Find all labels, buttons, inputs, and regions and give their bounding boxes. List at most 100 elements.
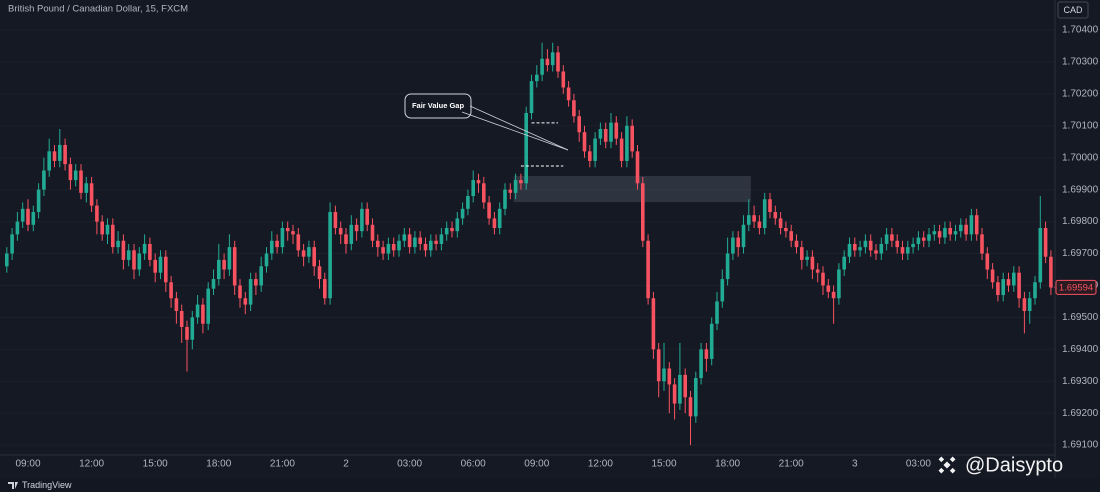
candle-body [270,240,274,254]
candle-body [158,256,163,273]
x-tick-label: 3 [852,459,858,470]
candle-body [227,247,232,270]
x-tick-label: 09:00 [15,459,40,470]
candle-body [794,240,799,248]
candle-body [752,215,756,222]
candle-body [47,151,51,171]
candle-body [937,231,942,238]
y-tick-label: 1.69700 [1062,248,1099,259]
candle-body [5,253,9,267]
candle-body [423,243,428,251]
last-price-box [1055,279,1097,295]
candle-body [503,189,507,209]
candle-body [683,374,687,398]
candle-body [349,224,354,244]
candle-body [985,253,990,270]
candle-body [688,397,693,417]
candle-body [953,231,958,235]
candle-body [148,243,152,260]
candle-body [566,87,571,101]
candle-body [508,189,513,193]
candle-body [678,374,682,404]
candle-body [31,212,36,225]
candle-body [884,234,889,244]
candle-body [254,279,258,286]
candle-body [895,240,899,248]
candle-body [725,253,730,280]
candle-body [418,237,422,244]
candle-body [132,250,136,270]
candle-body [948,227,952,235]
candle-body [524,113,528,184]
candle-body [391,243,396,251]
candle-body [1001,279,1005,296]
candle-body [222,259,226,270]
candle-body [694,378,698,417]
annotation-box [404,93,472,119]
candle-body [301,250,306,257]
y-tick-label: 1.69300 [1062,376,1099,387]
currency-box[interactable] [1057,1,1089,19]
candle-body [63,144,67,165]
candle-body [651,298,656,350]
x-tick-label: 06:00 [461,459,486,470]
x-tick-label: 21:00 [270,459,295,470]
candle-body [466,196,470,209]
candle-body [853,243,857,251]
watermark-text: @Daisypto [965,454,1063,476]
y-tick-label: 1.69400 [1062,344,1099,355]
candle-body [492,218,497,228]
candle-body [386,243,391,254]
candle-body [540,58,544,75]
candle-body [815,269,820,273]
candle-body [328,212,332,299]
currency-label[interactable]: CAD [1063,5,1083,15]
candle-body [831,291,836,299]
candle-body [974,215,979,235]
candle-body [699,349,703,379]
candle-body [232,247,237,286]
candle-body [773,212,778,219]
zone-layer [513,175,751,203]
candle-body [450,227,454,232]
candle-body [662,368,666,382]
candle-body [932,231,937,235]
candle-body [890,234,894,241]
x-tick-label: 21:00 [779,459,804,470]
candle-body [715,301,719,324]
candle-body [789,231,793,241]
candle-body [444,227,449,235]
candle-body [990,269,995,283]
candle-body [556,52,560,72]
candle-body [153,259,157,273]
candle-body [863,240,868,248]
candle-body [354,224,359,232]
candle-body [709,323,714,359]
candle-body [333,212,338,228]
candle-body [84,183,89,193]
candle-body [42,170,46,190]
candle-body [826,285,831,292]
candle-body [79,170,83,193]
annotation-text: Fair Value Gap [412,101,465,110]
candle-body [630,125,634,152]
candle-body [36,189,41,213]
candle-body [497,208,502,228]
candle-body [513,180,518,193]
candle-body [704,349,709,359]
candle-body [142,243,147,254]
candle-body [20,208,25,222]
candle-body [169,282,173,299]
candle-body [545,58,550,66]
candle-body [810,256,815,270]
candle-body [593,138,597,161]
candle-body [550,52,555,66]
candle-body [370,224,375,241]
candle-body [800,247,804,260]
candle-body [619,138,624,161]
candle-body [275,240,279,248]
candle-body [635,151,640,184]
grid-layer [0,29,1055,446]
candle-body [285,227,290,232]
